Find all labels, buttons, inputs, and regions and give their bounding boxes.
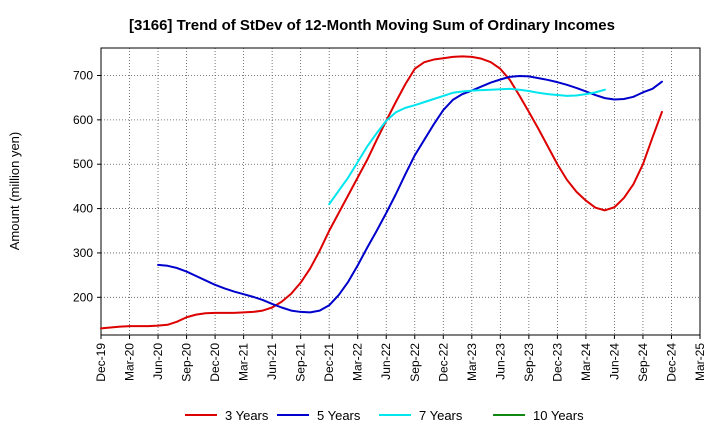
- x-tick-label: Jun-21: [265, 343, 279, 380]
- legend-label-10-years: 10 Years: [533, 408, 584, 423]
- x-axis: Dec-19 Mar-20 Jun-20 Sep-20 Dec-20 Mar-21 Jun-…: [94, 335, 707, 382]
- series-line-5-years: [157, 74, 663, 314]
- x-tick-label: Jun-24: [607, 343, 621, 380]
- x-tick-label: Mar-23: [465, 343, 479, 381]
- series-lines: [100, 55, 663, 330]
- x-tick-label: Sep-22: [408, 343, 422, 382]
- y-tick-label: 400: [73, 202, 93, 216]
- x-tick-label: Dec-20: [208, 343, 222, 382]
- legend-label-3-years: 3 Years: [225, 408, 269, 423]
- y-tick-label: 500: [73, 157, 93, 171]
- x-tick-label: Dec-24: [664, 343, 678, 382]
- y-axis: 200 300 400 500 600 700: [73, 69, 101, 304]
- x-tick-label: Sep-20: [180, 343, 194, 382]
- x-tick-label: Sep-24: [636, 343, 650, 382]
- x-tick-label: Dec-23: [550, 343, 564, 382]
- y-tick-label: 200: [73, 290, 93, 304]
- x-tick-label: Mar-21: [237, 343, 251, 381]
- x-tick-label: Dec-19: [94, 343, 108, 382]
- chart-title: [3166] Trend of StDev of 12-Month Moving…: [129, 17, 615, 34]
- x-tick-label: Sep-21: [294, 343, 308, 382]
- grid: [101, 48, 700, 335]
- y-tick-label: 300: [73, 246, 93, 260]
- legend-label-5-years: 5 Years: [317, 408, 361, 423]
- x-tick-label: Mar-25: [693, 343, 707, 381]
- y-axis-label: Amount (million yen): [7, 132, 22, 251]
- series-line-3-years: [100, 55, 663, 330]
- series-line-7-years: [328, 87, 606, 206]
- x-tick-label: Jun-23: [493, 343, 507, 380]
- x-tick-label: Sep-23: [522, 343, 536, 382]
- x-tick-label: Dec-21: [322, 343, 336, 382]
- x-tick-label: Mar-22: [351, 343, 365, 381]
- y-tick-label: 700: [73, 69, 93, 83]
- x-tick-label: Mar-24: [579, 343, 593, 381]
- x-tick-label: Mar-20: [123, 343, 137, 381]
- y-tick-label: 600: [73, 113, 93, 127]
- x-tick-label: Jun-22: [379, 343, 393, 380]
- x-tick-label: Dec-22: [436, 343, 450, 382]
- x-tick-label: Jun-20: [151, 343, 165, 380]
- legend-label-7-years: 7 Years: [419, 408, 463, 423]
- legend: 3 Years 5 Years 7 Years 10 Years: [185, 408, 584, 423]
- plot-frame: [100, 47, 701, 336]
